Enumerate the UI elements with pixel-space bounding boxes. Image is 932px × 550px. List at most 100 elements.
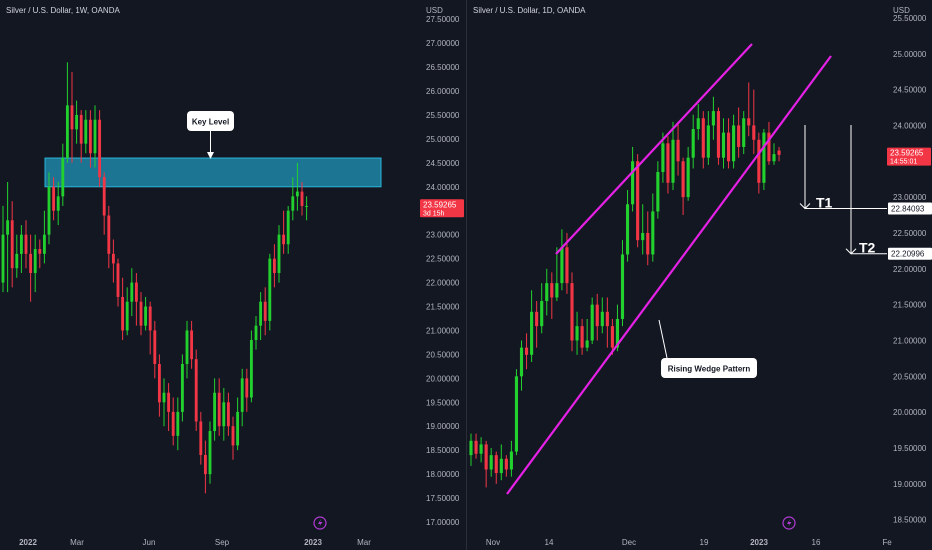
weekly-y-tick-label: 27.00000 — [426, 39, 460, 48]
daily-candle-body — [691, 129, 695, 158]
daily-candle-body — [545, 283, 549, 302]
weekly-y-tick-label: 19.50000 — [426, 398, 460, 407]
daily-candle-body — [651, 211, 655, 255]
daily-y-tick-label: 22.00000 — [893, 265, 927, 274]
daily-candle-body — [600, 311, 604, 327]
daily-y-tick-label: 25.00000 — [893, 50, 927, 59]
daily-candle-body — [469, 440, 473, 456]
daily-candle-body — [661, 143, 665, 173]
daily-candle-body — [555, 283, 559, 298]
weekly-x-tick-label: Mar — [70, 538, 84, 547]
weekly-candle-body — [47, 186, 51, 235]
daily-candle-body — [605, 311, 609, 327]
daily-x-tick-label: Nov — [486, 538, 500, 547]
daily-candle-body — [681, 161, 685, 198]
weekly-chart-panel[interactable]: 27.50000 27.00000 26.50000 26.00000 25.50000… — [0, 0, 466, 550]
daily-y-tick-label: 19.00000 — [893, 480, 927, 489]
daily-candle-body — [530, 311, 534, 355]
weekly-candle-body — [203, 454, 207, 475]
daily-x-tick-label: 2023 — [750, 538, 768, 547]
weekly-x-tick-label: Mar — [357, 538, 371, 547]
weekly-y-tick-label: 25.50000 — [426, 111, 460, 120]
daily-candle-body — [514, 376, 519, 452]
daily-candle-body — [565, 247, 569, 284]
daily-chart-svg[interactable]: 25.5000025.0000024.5000024.0000023.50000… — [467, 0, 932, 550]
weekly-candle-body — [33, 249, 37, 273]
weekly-y-tick-label: 21.00000 — [426, 326, 460, 335]
key-level-arrowhead — [207, 152, 214, 159]
daily-candle-body — [726, 132, 731, 162]
daily-candle-body — [595, 304, 599, 327]
daily-candle-body — [676, 139, 680, 162]
weekly-chart-svg[interactable]: 27.50000 27.00000 26.50000 26.00000 25.50000… — [0, 0, 466, 550]
daily-candle-body — [671, 139, 675, 183]
target-2-price-tag — [888, 247, 932, 260]
weekly-candle-body — [144, 306, 148, 326]
weekly-y-tick-label: 20.50000 — [426, 350, 460, 359]
weekly-candle-body — [93, 119, 97, 154]
daily-candle-body — [777, 150, 781, 155]
weekly-candle-body — [139, 301, 143, 326]
daily-candle-body — [519, 347, 524, 377]
daily-y-tick-label: 24.50000 — [893, 86, 927, 95]
wedge-lower-line — [506, 55, 832, 495]
daily-y-tick-label: 22.50000 — [893, 229, 927, 238]
daily-x-tick-label: 19 — [700, 538, 709, 547]
key-level-label: Key Level — [192, 118, 229, 127]
weekly-candle-body — [236, 411, 240, 446]
weekly-candle-body — [19, 234, 23, 254]
daily-candle-body — [585, 340, 589, 348]
weekly-candle-body — [153, 330, 157, 364]
weekly-y-tick-label: 24.50000 — [426, 159, 460, 168]
weekly-candle-body — [157, 363, 161, 403]
daily-y-tick-label: 25.50000 — [893, 14, 927, 23]
daily-y-tick-label: 24.00000 — [893, 121, 927, 130]
target-1-price: 22.84093 — [891, 205, 925, 214]
weekly-candle-body — [222, 402, 226, 427]
daily-chart-panel[interactable]: 25.5000025.0000024.5000024.0000023.50000… — [466, 0, 932, 550]
daily-candle-body — [535, 311, 539, 327]
daily-candle-body — [550, 283, 554, 298]
daily-currency-label: USD — [893, 6, 910, 15]
daily-candle-body — [631, 161, 635, 205]
daily-candle-body — [696, 118, 700, 130]
weekly-candle-body — [240, 378, 244, 412]
daily-chart-title: Silver / U.S. Dollar, 1D, OANDA — [473, 6, 586, 15]
daily-last-price-tag — [887, 147, 931, 166]
weekly-y-tick-label: 21.50000 — [426, 303, 460, 312]
daily-candle-body — [474, 440, 478, 454]
daily-candle-body — [701, 118, 705, 158]
weekly-candle-body — [259, 301, 263, 326]
weekly-candle-body — [107, 215, 111, 254]
weekly-candle-body — [305, 205, 309, 207]
daily-candle-body — [752, 125, 756, 140]
weekly-candle-body — [291, 196, 295, 211]
wedge-upper-line — [555, 43, 753, 255]
daily-x-tick-label: Fe — [882, 538, 892, 547]
weekly-candle-body — [111, 253, 115, 264]
weekly-candle-body — [121, 296, 125, 331]
daily-candle-body — [499, 458, 503, 474]
daily-candle-body — [742, 118, 746, 147]
daily-y-tick-label: 21.50000 — [893, 301, 927, 310]
weekly-countdown: 3d 15h — [423, 210, 445, 217]
daily-lightning-icon — [782, 516, 796, 530]
wedge-callout — [661, 358, 757, 378]
weekly-candle-body — [130, 282, 134, 302]
daily-candle-body — [540, 301, 544, 327]
weekly-currency-label: USD — [426, 6, 443, 15]
weekly-candle-body — [245, 378, 249, 398]
daily-candle-body — [620, 254, 625, 319]
weekly-candle-body — [1, 234, 5, 283]
daily-candle-body — [721, 132, 726, 158]
daily-candle-body — [666, 143, 670, 183]
weekly-candle-body — [88, 119, 92, 154]
daily-candle-body — [610, 326, 614, 348]
daily-candle-body — [575, 326, 579, 341]
weekly-y-tick-label: 25.00000 — [426, 135, 460, 144]
weekly-candle-body — [42, 234, 46, 254]
weekly-x-tick-label: Jun — [143, 538, 156, 547]
weekly-candle-body — [61, 158, 65, 197]
weekly-candle-body — [10, 220, 14, 269]
weekly-candle-body — [300, 191, 304, 206]
